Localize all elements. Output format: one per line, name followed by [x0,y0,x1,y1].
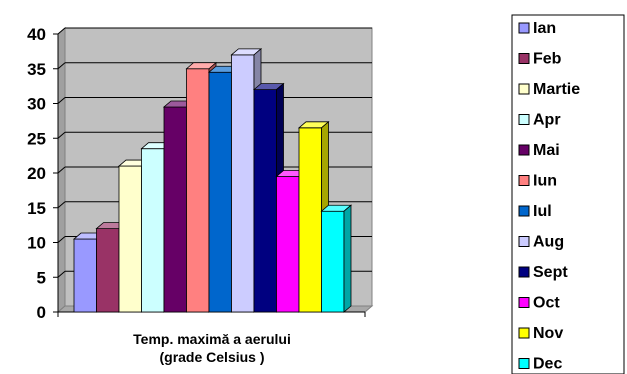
legend-swatch [518,236,530,247]
y-tick-label: 5 [37,268,46,287]
bar-front [298,127,322,313]
y-tick-label: 25 [27,129,46,148]
legend: Ian Feb Martie Apr Mai Iun Iul Aug Sept Oct Nov Dec [518,20,580,373]
y-tick-label: 20 [27,164,46,183]
y-axis: 0 5 10 15 20 25 30 35 40 [27,25,366,322]
legend-item-iun: Iun [518,173,557,190]
gridline-side [57,270,66,278]
legend-item-sept: Sept [518,264,568,281]
gridline-side [57,131,66,139]
bar-side [343,204,352,313]
legend-label: Mai [533,142,560,159]
bar-front [141,148,165,313]
legend-item-dec: Dec [518,356,562,373]
legend-swatch [518,144,530,156]
legend-swatch [518,175,530,186]
legend-label: Aug [533,234,564,251]
bar-front [118,165,142,313]
legend-item-oct: Oct [518,295,560,312]
bars [72,47,353,313]
legend-item-aug: Aug [518,234,564,251]
legend-swatch [518,114,530,125]
legend-swatch [518,297,530,308]
bar-front [231,54,255,313]
x-axis-label-line-2: (grade Celsius ) [159,349,264,365]
legend-item-martie: Martie [518,81,580,98]
legend-box [511,14,625,374]
legend-swatch [518,266,530,278]
legend-swatch [518,358,530,369]
legend-swatch [518,22,530,34]
bar-front [73,238,97,313]
legend-label: Martie [533,81,580,98]
legend-item-apr: Apr [518,112,561,129]
gridline-side [57,236,66,243]
legend-item-nov: Nov [518,325,563,342]
legend-swatch [518,53,530,64]
legend-item-ian: Ian [518,20,556,37]
bar-front [208,71,232,313]
legend-swatch [518,327,530,339]
x-axis-label-line-1: Temp. maximă a aerului [133,331,291,347]
y-tick-label: 35 [27,60,46,79]
bar-front [253,89,277,313]
legend-label: Iul [533,203,552,220]
gridline-side [57,97,66,104]
gridline-side [57,166,66,174]
legend-label: Sept [533,264,568,281]
bar-front [96,228,120,313]
legend-label: Feb [533,51,562,68]
legend-label: Oct [533,295,560,312]
y-tick-label: 15 [27,199,46,218]
legend-label: Apr [533,112,561,129]
legend-item-feb: Feb [518,51,562,68]
gridline-side [57,201,66,209]
gridline-side [57,27,66,35]
y-tick-label: 10 [27,234,46,253]
legend-label: Ian [533,20,556,37]
legend-label: Dec [533,356,562,373]
legend-item-mai: Mai [518,142,560,159]
legend-item-iul: Iul [518,203,552,220]
gridline-side [57,62,66,70]
legend-swatch [518,83,530,95]
bar-front [186,68,210,313]
legend-label: Nov [533,325,563,342]
legend-swatch [518,205,530,217]
bar-front [321,210,345,313]
legend-label: Iun [533,173,557,190]
y-tick-label: 40 [27,25,46,44]
y-tick-label: 0 [37,303,46,322]
bar-front [163,106,187,313]
bar-front [276,176,300,313]
y-tick-label: 30 [27,95,46,114]
bar-dec [320,204,353,313]
